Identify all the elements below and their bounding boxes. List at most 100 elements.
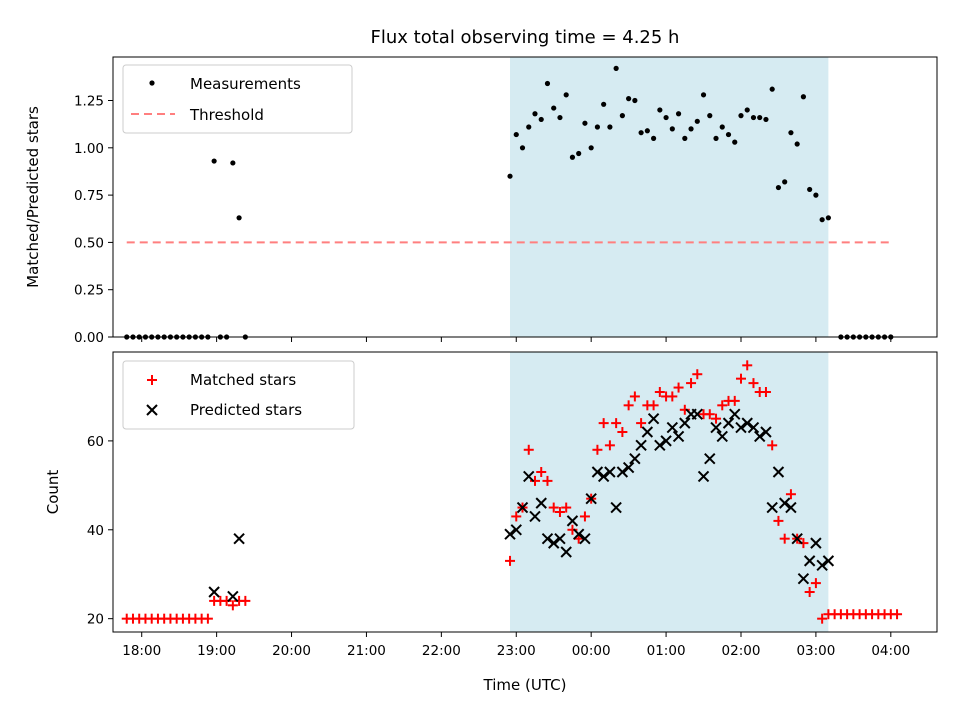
measurement-point bbox=[763, 116, 769, 123]
bottom-y-axis-label: Count bbox=[44, 470, 62, 515]
predicted-star-stroke-b bbox=[754, 430, 766, 443]
predicted-star-point bbox=[535, 497, 547, 509]
predicted-star-stroke-b bbox=[597, 470, 610, 483]
matched-star-point bbox=[611, 418, 622, 429]
predicted-star-stroke-b bbox=[704, 452, 716, 465]
predicted-star-point bbox=[516, 501, 529, 514]
bottom-ytick-label: 40 bbox=[87, 523, 104, 539]
measurement-point bbox=[544, 80, 551, 87]
measurement-point bbox=[594, 124, 601, 130]
measurement-point bbox=[582, 120, 588, 126]
predicted-star-point bbox=[810, 537, 822, 549]
measurement-point bbox=[663, 114, 669, 121]
predicted-star-point bbox=[660, 435, 672, 447]
matched-star-point bbox=[221, 595, 232, 606]
measurement-point bbox=[632, 97, 638, 104]
measurement-point bbox=[532, 111, 538, 117]
predicted-star-stroke-b bbox=[766, 501, 778, 514]
matched-star-point bbox=[648, 400, 659, 411]
bottom-xtick-label: 02:00 bbox=[722, 643, 761, 659]
predicted-star-point bbox=[704, 452, 716, 465]
predicted-star-stroke-b bbox=[604, 466, 616, 478]
measurement-point bbox=[713, 135, 719, 141]
matched-star-point bbox=[817, 613, 828, 624]
top-ytick-label: 0.50 bbox=[74, 235, 104, 251]
measurement-point bbox=[725, 131, 732, 138]
measurement-point bbox=[619, 113, 625, 119]
bottom-xtick-label: 23:00 bbox=[497, 643, 536, 659]
measurement-point bbox=[657, 107, 663, 113]
legend-matched-marker bbox=[147, 375, 157, 385]
predicted-star-point bbox=[672, 430, 685, 443]
predicted-star-point bbox=[585, 492, 597, 505]
measurement-point bbox=[700, 92, 707, 98]
predicted-star-stroke-b bbox=[747, 421, 760, 434]
matched-star-point bbox=[554, 507, 565, 517]
bottom-legend-box bbox=[122, 360, 355, 430]
bottom-xtick-label: 04:00 bbox=[871, 643, 910, 659]
bottom-xtick-label: 21:00 bbox=[347, 643, 386, 659]
matched-star-point bbox=[561, 502, 572, 513]
predicted-star-stroke-b bbox=[535, 497, 547, 509]
top-highlight-span bbox=[510, 57, 829, 337]
predicted-star-point bbox=[647, 412, 660, 425]
predicted-star-stroke-b bbox=[566, 515, 579, 527]
predicted-star-stroke-b bbox=[735, 421, 747, 434]
matched-star-point bbox=[240, 595, 251, 606]
measurement-point bbox=[513, 131, 519, 138]
predicted-star-stroke-b bbox=[722, 417, 735, 429]
matched-star-point bbox=[617, 427, 628, 437]
predicted-star-point bbox=[523, 470, 535, 483]
matched-star-point bbox=[892, 609, 903, 620]
predicted-star-point bbox=[504, 528, 516, 540]
measurement-point bbox=[819, 217, 825, 223]
predicted-star-stroke-b bbox=[672, 430, 685, 443]
matched-star-point bbox=[623, 400, 634, 411]
top-y-axis-label: Matched/Predicted stars bbox=[24, 106, 42, 288]
predicted-star-point bbox=[554, 532, 566, 545]
matched-star-point bbox=[679, 404, 690, 415]
measurement-point bbox=[538, 116, 544, 123]
predicted-star-stroke-b bbox=[541, 532, 554, 545]
predicted-star-stroke-b bbox=[629, 452, 641, 465]
matched-star-point bbox=[742, 360, 753, 371]
predicted-star-point bbox=[778, 497, 791, 509]
matched-star-point bbox=[629, 391, 640, 402]
predicted-star-stroke-b bbox=[691, 408, 703, 420]
matched-star-point bbox=[798, 538, 809, 549]
predicted-star-point bbox=[591, 466, 604, 478]
matched-star-point bbox=[779, 533, 790, 544]
bottom-xtick-label: 00:00 bbox=[572, 643, 611, 659]
matched-star-point bbox=[579, 511, 590, 522]
bottom-xtick-label: 18:00 bbox=[122, 643, 161, 659]
matched-star-point bbox=[542, 475, 553, 486]
predicted-star-point bbox=[735, 421, 747, 434]
matched-star-point bbox=[711, 413, 722, 424]
predicted-star-point bbox=[785, 501, 797, 514]
bottom-x-ticks: 18:00 19:00 20:00 21:00 22:00 23:00 00:00 01:00… bbox=[122, 632, 910, 659]
predicted-star-stroke-b bbox=[816, 559, 828, 572]
predicted-star-stroke-b bbox=[785, 501, 797, 514]
measurement-point bbox=[738, 113, 744, 119]
predicted-star-stroke-b bbox=[510, 524, 522, 536]
predicted-star-point bbox=[566, 515, 579, 527]
measurement-point bbox=[694, 118, 700, 124]
measurement-point bbox=[794, 141, 800, 147]
predicted-star-stroke-b bbox=[560, 546, 572, 558]
matched-star-point bbox=[810, 578, 821, 589]
predicted-star-point bbox=[797, 572, 810, 585]
matched-star-point bbox=[692, 369, 703, 380]
measurement-point bbox=[563, 92, 569, 98]
predicted-star-point bbox=[716, 430, 728, 443]
measurement-point bbox=[236, 215, 242, 221]
measurement-point bbox=[825, 215, 831, 221]
legend-measurements-marker bbox=[149, 80, 155, 86]
measurement-point bbox=[788, 130, 794, 136]
predicted-star-stroke-b bbox=[791, 532, 803, 545]
bottom-xtick-label: 22:00 bbox=[422, 643, 461, 659]
predicted-star-point bbox=[822, 555, 835, 567]
predicted-star-stroke-b bbox=[641, 426, 654, 438]
measurement-point bbox=[519, 145, 526, 151]
predicted-star-stroke-b bbox=[797, 572, 810, 585]
predicted-star-stroke-b bbox=[504, 528, 516, 540]
